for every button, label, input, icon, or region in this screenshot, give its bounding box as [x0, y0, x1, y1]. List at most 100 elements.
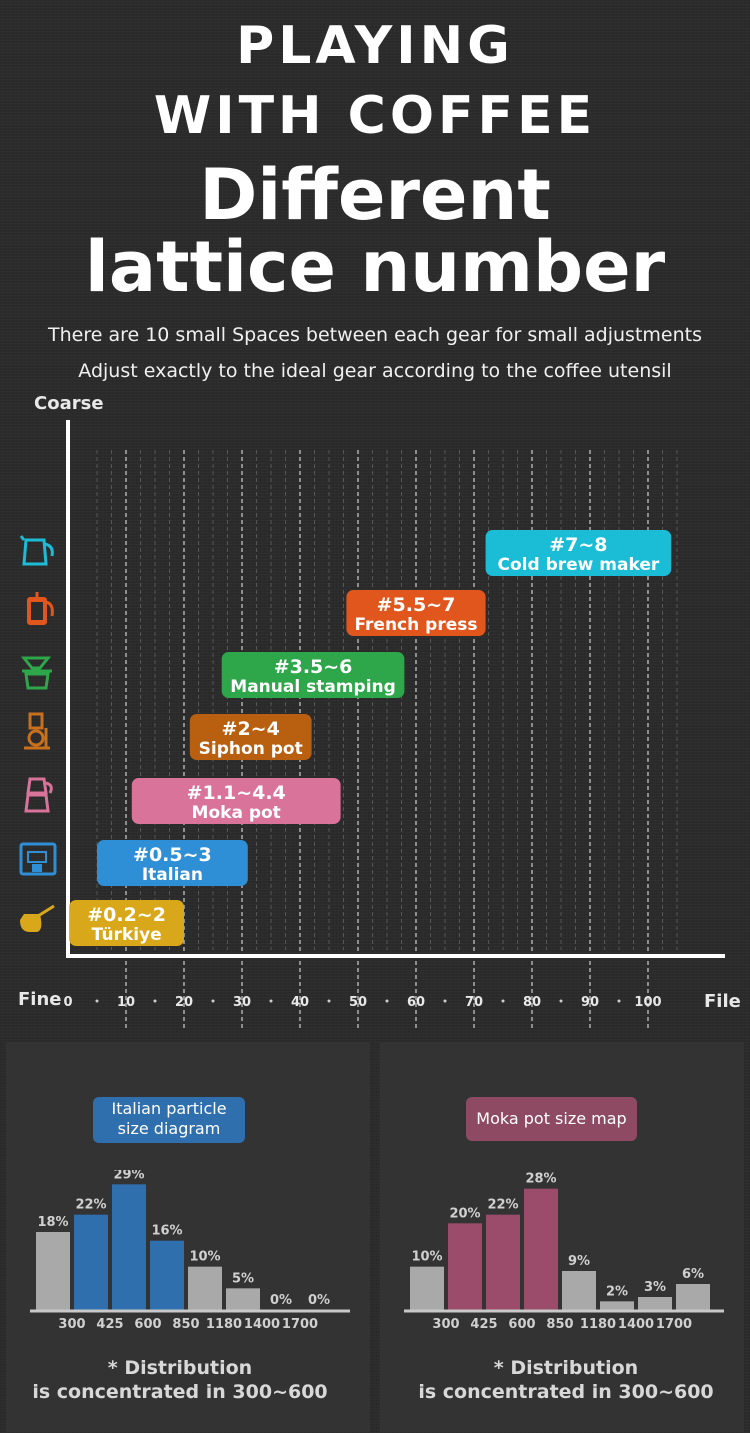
histogram-bar — [226, 1288, 260, 1310]
moka-note: * Distribution is concentrated in 300~60… — [396, 1356, 736, 1404]
italian-panel-title: Italian particle size diagram — [93, 1097, 245, 1143]
range-bar-name-label: Siphon pot — [199, 739, 303, 759]
italian-panel-title-text: Italian particle size diagram — [111, 1099, 227, 1138]
y-axis-label-coarse: Coarse — [34, 393, 104, 414]
x-tick-label: 70 — [465, 995, 483, 1010]
range-bar-box — [221, 652, 405, 698]
range-bar-box — [346, 590, 486, 636]
moka-panel-title: Moka pot size map — [466, 1097, 637, 1141]
histogram-value-label: 6% — [682, 1267, 704, 1282]
histogram-category-label: 300 — [58, 1317, 85, 1332]
range-bar-value-label: #1.1~4.4 — [187, 782, 286, 804]
histogram-value-label: 5% — [232, 1271, 254, 1286]
histogram-bar — [638, 1297, 672, 1310]
range-bar-name-label: Moka pot — [192, 803, 281, 823]
histogram-category-label: 850 — [172, 1317, 199, 1332]
x-minor-tick-dot — [559, 999, 563, 1003]
histogram-category-label: 1180 — [580, 1317, 616, 1332]
moka-pot-icon — [24, 777, 53, 813]
range-bar-name-label: Türkiye — [91, 925, 161, 945]
x-tick-labels: 0 10 20 30 40 50 60 70 80 90 100 — [63, 995, 661, 1010]
histogram-category-label: 1400 — [618, 1317, 654, 1332]
histogram-bar — [188, 1266, 222, 1310]
x-minor-tick-dot — [385, 999, 389, 1003]
title-line-1: PLAYING — [236, 16, 514, 76]
histogram-value-label: 10% — [189, 1250, 220, 1265]
histogram-category-label: 600 — [508, 1317, 535, 1332]
range-bar-value-label: #7~8 — [549, 534, 607, 556]
histogram-category-label: 425 — [470, 1317, 497, 1332]
histogram-value-label: 16% — [151, 1224, 182, 1239]
french-press-icon — [27, 592, 54, 625]
histogram-bar — [486, 1214, 520, 1310]
range-bar-box — [485, 530, 672, 576]
histogram-value-label: 0% — [308, 1293, 330, 1308]
x-minor-tick-dot — [443, 999, 447, 1003]
histogram-bar — [600, 1301, 634, 1310]
x-minor-tick-dot — [617, 999, 621, 1003]
x-axis-label-fine: Fine — [18, 989, 62, 1010]
range-bar-value-label: #2~4 — [222, 718, 280, 740]
range-bar-name-label: Italian — [142, 865, 203, 885]
x-tick-label: 100 — [634, 995, 661, 1010]
histogram-value-label: 28% — [525, 1172, 556, 1187]
histogram-value-label: 18% — [37, 1215, 68, 1230]
histogram-category-label: 1700 — [656, 1317, 692, 1332]
x-tick-label: 80 — [523, 995, 541, 1010]
histogram-bar — [524, 1188, 558, 1310]
histogram-category-label: 1400 — [244, 1317, 280, 1332]
italian-note-line2: is concentrated in 300~600 — [32, 1381, 328, 1403]
histogram-value-label: 20% — [449, 1206, 480, 1221]
histogram-category-label: 850 — [546, 1317, 573, 1332]
histogram-category-label: 425 — [96, 1317, 123, 1332]
subtitle-2: Adjust exactly to the ideal gear accordi… — [78, 360, 672, 382]
espresso-machine-icon — [19, 842, 57, 876]
range-bar-name-label: Cold brew maker — [498, 555, 660, 575]
italian-histogram: 18% 300 22% 425 29% 600 16% 850 10% 1180 5% 1400 0% 1… — [30, 1170, 350, 1332]
x-minor-tick-dot — [211, 999, 215, 1003]
x-minor-tick-dot — [95, 999, 99, 1003]
range-bar-box — [69, 900, 184, 946]
x-minor-tick-dot — [501, 999, 505, 1003]
histogram-bar — [562, 1271, 596, 1310]
subtitle-1: There are 10 small Spaces between each g… — [47, 324, 702, 346]
x-tick-label: 10 — [117, 995, 135, 1010]
turkish-coffee-pot-icon — [20, 904, 55, 932]
histogram-category-label: 1180 — [206, 1317, 242, 1332]
histogram-value-label: 2% — [606, 1284, 628, 1299]
histogram-category-label: 300 — [432, 1317, 459, 1332]
pour-over-icon — [20, 656, 52, 690]
histogram-bar — [676, 1284, 710, 1310]
histogram-value-label: 22% — [75, 1198, 106, 1213]
x-minor-tick-dot — [269, 999, 273, 1003]
range-bar-box — [97, 840, 248, 886]
range-bar-box — [131, 778, 341, 824]
histogram-bar — [150, 1240, 184, 1310]
x-tick-label: 40 — [291, 995, 309, 1010]
x-tick-label: 50 — [349, 995, 367, 1010]
histogram-category-label: 600 — [134, 1317, 161, 1332]
range-bar-name-label: French press — [355, 615, 478, 635]
histogram-bar — [74, 1214, 108, 1310]
italian-note-line1: * Distribution — [107, 1357, 253, 1379]
cold-brew-kettle-icon — [19, 535, 54, 566]
x-tick-label: 90 — [581, 995, 599, 1010]
title-line-4: lattice number — [84, 226, 666, 308]
x-tick-label: 30 — [233, 995, 251, 1010]
histogram-bar — [36, 1232, 70, 1310]
siphon-icon — [24, 712, 50, 750]
x-minor-tick-dot — [327, 999, 331, 1003]
range-bar-value-label: #0.5~3 — [133, 844, 212, 866]
title-line-2: WITH COFFEE — [153, 86, 597, 146]
x-tick-label: 20 — [175, 995, 193, 1010]
x-tick-label: 0 — [63, 995, 72, 1010]
histogram-category-label: 1700 — [282, 1317, 318, 1332]
